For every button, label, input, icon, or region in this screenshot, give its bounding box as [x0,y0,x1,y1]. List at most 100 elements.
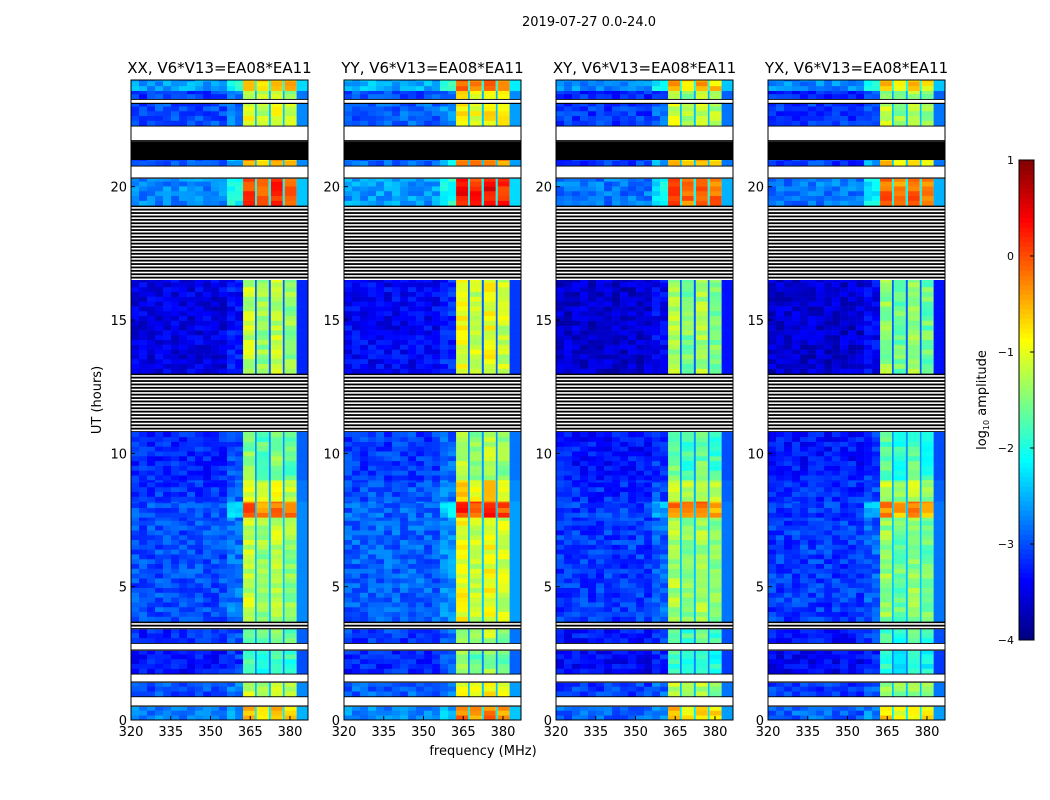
heatmap-cell [360,354,369,360]
heatmap-cell [131,106,140,112]
heatmap-cell [368,637,377,643]
heatmap-cell [432,592,441,598]
heatmap-cell [227,90,236,95]
heatmap-cell [376,668,385,674]
heatmap-cell [139,658,148,665]
heatmap-cell [255,558,257,565]
heatmap-cell [596,633,605,639]
flag-edge [344,642,521,644]
heatmap-cell [227,686,236,692]
heatmap-cell [432,334,441,341]
heatmap-cell [243,549,256,555]
heatmap-cell [424,563,433,569]
heatmap-cell [481,602,484,608]
heatmap-cell [448,93,457,99]
heatmap-cell [155,501,164,504]
heatmap-cell [636,691,645,697]
heatmap-cell [481,190,484,197]
heatmap-cell [131,475,140,481]
heatmap-cell [440,186,449,192]
flag-stripe [344,380,521,382]
heatmap-cell [469,368,482,374]
heatmap-cell [282,470,285,476]
heatmap-cell [448,446,457,452]
heatmap-cell [440,104,449,107]
heatmap-cell [284,539,297,545]
heatmap-cell [352,587,361,593]
heatmap-cell [131,432,140,438]
heatmap-cell [695,606,708,613]
heatmap-cell [284,320,297,326]
heatmap-cell [376,195,385,201]
heatmap-cell [400,81,409,87]
heatmap-cell [481,325,484,331]
heatmap-cell [468,110,470,117]
heatmap-cell [163,686,172,692]
heatmap-cell [256,301,269,307]
heatmap-cell [483,456,496,462]
heatmap-cell [440,320,449,326]
heatmap-cell [219,491,228,497]
heatmap-cell [296,200,308,206]
heatmap-cell [440,110,449,117]
heatmap-cell [211,534,220,541]
heatmap-cell [456,480,469,483]
heatmap-cell [270,592,283,598]
heatmap-cell [681,592,694,598]
heatmap-cell [155,85,164,91]
heatmap-cell [376,491,385,497]
heatmap-cell [368,512,377,518]
heatmap-cell [360,611,369,617]
heatmap-cell [360,582,369,589]
heatmap-cell [509,325,521,331]
heatmap-cell [468,592,470,598]
heatmap-cell [227,456,236,462]
heatmap-cell [203,330,212,336]
heatmap-cell [131,568,140,574]
heatmap-cell [440,686,449,692]
heatmap-cell [187,90,196,95]
heatmap-cell [131,325,140,331]
heatmap-cell [448,456,457,462]
heatmap-cell [596,654,605,660]
heatmap-cell [483,663,496,669]
heatmap-cell [468,456,470,462]
heatmap-cell [344,460,353,466]
heatmap-cell [620,633,629,639]
heatmap-cell [497,160,510,161]
heatmap-cell [596,592,605,598]
heatmap-cell [681,663,694,669]
heatmap-cell [211,578,220,584]
heatmap-cell [709,637,722,643]
heatmap-cell [163,616,172,622]
heatmap-cell [195,120,204,126]
heatmap-cell [596,539,605,545]
heatmap-cell [187,549,196,555]
heatmap-cell [469,363,482,369]
heatmap-cell [456,432,469,438]
heatmap-cell [171,186,180,192]
heatmap-cell [360,330,369,336]
heatmap-cell [469,90,482,95]
heatmap-cell [227,663,236,669]
heatmap-cell [456,325,469,331]
heatmap-cell [456,339,469,345]
heatmap-cell [187,706,196,711]
heatmap-cell [270,334,283,341]
heatmap-cell [282,432,285,438]
heatmap-cell [495,282,498,288]
heatmap-cell [384,668,393,674]
heatmap-cell [509,507,521,513]
heatmap-cell [392,715,401,721]
heatmap-cell [456,315,469,321]
heatmap-cell [384,715,393,721]
heatmap-cell [352,339,361,345]
heatmap-cell [416,592,425,598]
heatmap-cell [509,301,521,307]
heatmap-cell [203,200,212,206]
heatmap-cell [693,539,696,545]
heatmap-cell [360,525,369,531]
heatmap-cell [695,682,708,687]
heatmap-cell [440,668,449,674]
heatmap-cell [203,470,212,476]
